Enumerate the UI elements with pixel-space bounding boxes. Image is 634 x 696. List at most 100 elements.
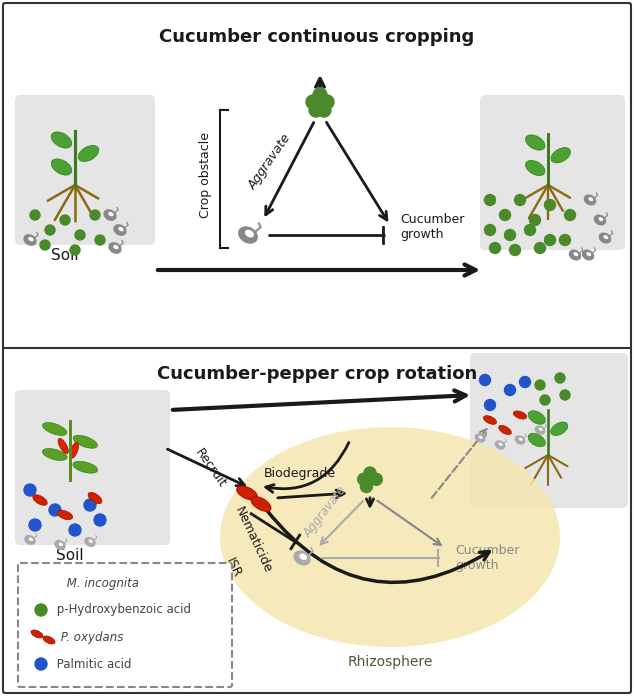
Ellipse shape: [58, 541, 63, 547]
Ellipse shape: [514, 411, 527, 419]
FancyBboxPatch shape: [18, 563, 232, 687]
Circle shape: [94, 514, 106, 526]
Ellipse shape: [28, 537, 34, 541]
Circle shape: [360, 480, 372, 493]
Circle shape: [30, 210, 40, 220]
Ellipse shape: [538, 427, 543, 432]
Circle shape: [364, 467, 376, 479]
Circle shape: [35, 604, 47, 616]
Text: Cucumber continuous cropping: Cucumber continuous cropping: [159, 28, 475, 46]
Ellipse shape: [478, 435, 483, 440]
Ellipse shape: [583, 250, 593, 260]
Ellipse shape: [43, 636, 55, 644]
Ellipse shape: [551, 148, 571, 163]
Ellipse shape: [244, 229, 255, 238]
Ellipse shape: [526, 135, 545, 150]
Text: Soil: Soil: [56, 548, 84, 563]
Ellipse shape: [55, 541, 65, 549]
Ellipse shape: [88, 492, 102, 504]
Ellipse shape: [70, 442, 79, 459]
Circle shape: [505, 384, 515, 395]
Ellipse shape: [600, 233, 611, 243]
Ellipse shape: [85, 537, 95, 546]
Ellipse shape: [108, 211, 114, 217]
Circle shape: [484, 225, 496, 235]
Ellipse shape: [551, 422, 568, 436]
Circle shape: [479, 374, 491, 386]
Ellipse shape: [78, 145, 99, 161]
Circle shape: [484, 194, 496, 205]
FancyBboxPatch shape: [3, 3, 631, 693]
Circle shape: [313, 88, 327, 102]
Circle shape: [370, 473, 382, 485]
Circle shape: [45, 225, 55, 235]
Circle shape: [60, 215, 70, 225]
Ellipse shape: [294, 551, 310, 565]
Text: Aggravate: Aggravate: [301, 484, 349, 540]
Circle shape: [70, 245, 80, 255]
Ellipse shape: [476, 434, 484, 442]
Ellipse shape: [603, 235, 609, 240]
Ellipse shape: [73, 461, 98, 473]
Ellipse shape: [595, 215, 605, 225]
Circle shape: [519, 377, 531, 388]
Ellipse shape: [528, 433, 545, 447]
Ellipse shape: [236, 487, 257, 500]
Ellipse shape: [251, 497, 271, 512]
Circle shape: [320, 95, 334, 109]
Text: Cucumber
growth: Cucumber growth: [400, 213, 464, 241]
Ellipse shape: [117, 226, 124, 232]
Circle shape: [500, 209, 510, 221]
Ellipse shape: [104, 209, 116, 220]
Text: Biodegrade: Biodegrade: [264, 467, 336, 480]
Ellipse shape: [112, 244, 119, 250]
Circle shape: [564, 209, 576, 221]
FancyBboxPatch shape: [480, 95, 625, 250]
Ellipse shape: [299, 553, 307, 561]
Ellipse shape: [495, 441, 505, 449]
Text: Crop obstacle: Crop obstacle: [198, 132, 212, 218]
Text: p-Hydroxybenzoic acid: p-Hydroxybenzoic acid: [53, 603, 191, 617]
Circle shape: [24, 484, 36, 496]
Ellipse shape: [528, 411, 545, 425]
Ellipse shape: [88, 539, 94, 544]
Circle shape: [75, 230, 85, 240]
Circle shape: [90, 210, 100, 220]
Ellipse shape: [498, 442, 503, 447]
Ellipse shape: [27, 236, 34, 242]
Ellipse shape: [518, 437, 523, 441]
Ellipse shape: [499, 425, 511, 434]
Ellipse shape: [41, 579, 48, 585]
Circle shape: [484, 400, 496, 411]
Text: ISR: ISR: [223, 556, 243, 580]
Circle shape: [40, 240, 50, 250]
Circle shape: [529, 214, 541, 226]
Circle shape: [510, 244, 521, 255]
Circle shape: [545, 200, 555, 210]
Ellipse shape: [515, 436, 524, 444]
Circle shape: [515, 194, 526, 205]
Circle shape: [29, 519, 41, 531]
Ellipse shape: [569, 250, 581, 260]
FancyBboxPatch shape: [470, 353, 628, 508]
Circle shape: [534, 242, 545, 253]
Ellipse shape: [526, 160, 545, 175]
Circle shape: [306, 95, 320, 109]
Text: Aggravate: Aggravate: [246, 132, 294, 192]
Circle shape: [95, 235, 105, 245]
Ellipse shape: [573, 251, 579, 257]
Ellipse shape: [239, 227, 257, 243]
Circle shape: [545, 235, 555, 246]
Ellipse shape: [73, 435, 98, 448]
Ellipse shape: [31, 630, 43, 638]
Circle shape: [559, 235, 571, 246]
Circle shape: [35, 658, 47, 670]
Circle shape: [84, 499, 96, 511]
Circle shape: [535, 380, 545, 390]
Ellipse shape: [484, 416, 496, 425]
Circle shape: [505, 230, 515, 241]
Text: M. incognita: M. incognita: [63, 576, 139, 590]
Circle shape: [540, 395, 550, 405]
Ellipse shape: [42, 448, 67, 461]
Circle shape: [524, 225, 536, 235]
